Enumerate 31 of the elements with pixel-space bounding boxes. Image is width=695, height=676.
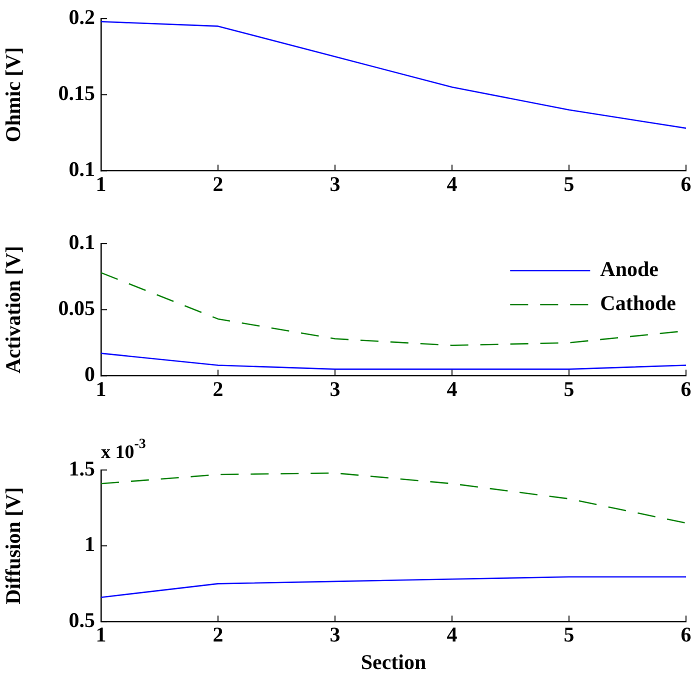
x-tick-label: 6 [680, 622, 692, 647]
x-tick-label: 4 [446, 376, 458, 401]
x-tick-label: 2 [212, 622, 224, 647]
y-tick-label: 1 [84, 532, 95, 556]
line-series [101, 472, 686, 524]
y-tick-label: 0.2 [68, 5, 95, 30]
y-tick-label: 0.1 [68, 230, 95, 254]
x-tick-label: 2 [212, 172, 224, 196]
y-tick-label: 0.5 [68, 608, 95, 632]
y-tick-label: 0.05 [58, 296, 95, 320]
y-tick-label: 0.15 [58, 81, 95, 106]
x-tick-label: 3 [330, 622, 340, 647]
legend-label: Anode [600, 257, 659, 282]
x-tick-label: 5 [564, 172, 574, 196]
x-tick-label: 5 [564, 376, 574, 401]
x-axis-title: Section [360, 650, 426, 674]
x-tick-label: 6 [680, 172, 692, 196]
x-tick-label: 3 [330, 376, 340, 401]
legend-label: Cathode [600, 291, 676, 316]
x-tick-label: 4 [446, 172, 458, 196]
x-tick-label: 5 [564, 622, 574, 647]
x-tick-label: 2 [212, 376, 224, 401]
y-axis-title: Ohmic [V] [1, 47, 26, 142]
y-axis-title: Diffusion [V] [1, 487, 26, 604]
x-tick-label: 6 [680, 376, 692, 401]
y-tick-label: 1.5 [68, 456, 95, 480]
x-tick-label: 4 [446, 622, 458, 647]
y-tick-label: 0 [84, 362, 95, 386]
y-tick-label: 0.1 [68, 157, 95, 182]
y-axis-title: Activation [V] [1, 246, 26, 374]
x-tick-label: 3 [330, 172, 340, 196]
